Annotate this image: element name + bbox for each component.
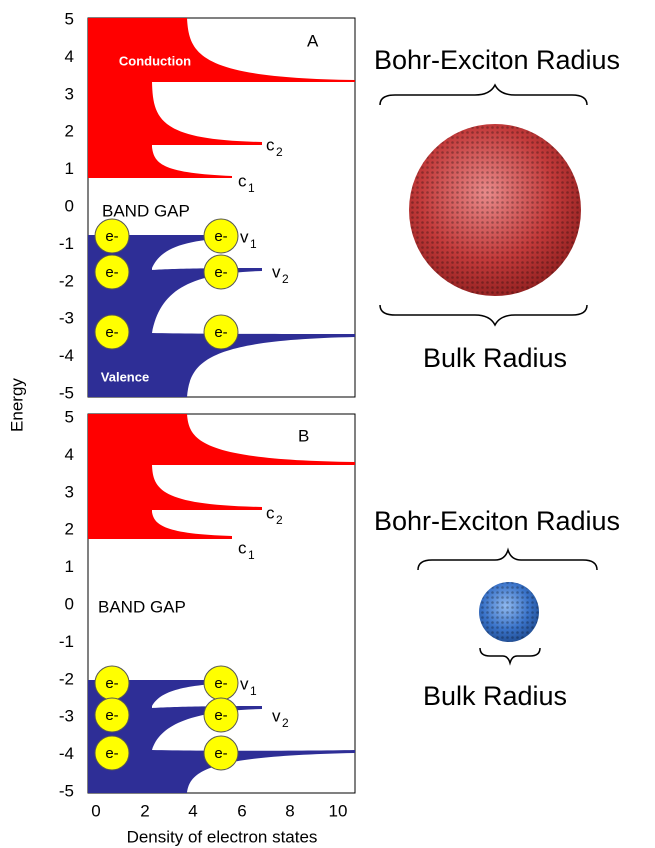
x-tick-label: 4 xyxy=(188,801,197,820)
electron-label: e- xyxy=(105,707,118,724)
level-subscript: 2 xyxy=(276,145,283,159)
level-label: v xyxy=(272,706,281,725)
y-tick-label: 2 xyxy=(65,122,74,141)
level-label: c xyxy=(238,171,247,190)
band-gap-label: BAND GAP xyxy=(102,201,190,220)
band-label: Valence xyxy=(101,369,149,384)
level-subscript: 1 xyxy=(248,181,255,195)
y-tick-label: -1 xyxy=(59,234,74,253)
panel-letter: A xyxy=(307,31,319,50)
sphere-texture xyxy=(409,124,581,296)
y-axis-label: Energy xyxy=(7,378,26,432)
y-tick-label: -3 xyxy=(59,707,74,726)
level-label: c xyxy=(238,538,247,557)
bulk-radius-label: Bulk Radius xyxy=(423,343,567,373)
level-subscript: 2 xyxy=(282,272,289,286)
y-tick-label: -4 xyxy=(59,346,74,365)
y-tick-label: 3 xyxy=(65,482,74,501)
electron-label: e- xyxy=(105,228,118,245)
electron-label: e- xyxy=(214,707,227,724)
y-tick-label: -2 xyxy=(59,271,74,290)
y-tick-label: -1 xyxy=(59,632,74,651)
y-tick-label: -5 xyxy=(59,383,74,402)
level-subscript: 1 xyxy=(248,548,255,562)
y-tick-label: 3 xyxy=(65,84,74,103)
brace xyxy=(380,305,587,325)
x-tick-label: 8 xyxy=(285,801,294,820)
brace xyxy=(480,648,540,663)
y-tick-label: 4 xyxy=(65,47,74,66)
y-tick-label: 5 xyxy=(65,9,74,28)
bohr-exciton-label: Bohr-Exciton Radius xyxy=(374,45,620,75)
band-gap-label: BAND GAP xyxy=(98,597,186,616)
electron-label: e- xyxy=(214,675,227,692)
level-subscript: 1 xyxy=(250,237,257,251)
level-label: c xyxy=(266,503,275,522)
x-tick-label: 0 xyxy=(91,801,100,820)
level-label: v xyxy=(240,227,249,246)
y-tick-label: 0 xyxy=(65,594,74,613)
brace xyxy=(380,85,587,105)
electron-label: e- xyxy=(105,324,118,341)
level-label: v xyxy=(240,674,249,693)
y-tick-label: 1 xyxy=(65,159,74,178)
electron-label: e- xyxy=(214,324,227,341)
electron-label: e- xyxy=(214,745,227,762)
electron-label: e- xyxy=(214,264,227,281)
level-subscript: 1 xyxy=(250,684,257,698)
brace xyxy=(418,550,597,570)
y-tick-label: -5 xyxy=(59,781,74,800)
y-tick-label: -2 xyxy=(59,669,74,688)
level-label: c xyxy=(266,135,275,154)
x-tick-label: 2 xyxy=(140,801,149,820)
y-tick-label: -4 xyxy=(59,744,74,763)
x-tick-label: 10 xyxy=(329,801,348,820)
level-label: v xyxy=(272,262,281,281)
level-subscript: 2 xyxy=(276,513,283,527)
bulk-radius-label: Bulk Radius xyxy=(423,681,567,711)
level-subscript: 2 xyxy=(282,716,289,730)
bohr-exciton-label: Bohr-Exciton Radius xyxy=(374,506,620,536)
y-tick-label: 1 xyxy=(65,557,74,576)
electron-label: e- xyxy=(105,745,118,762)
electron-label: e- xyxy=(105,675,118,692)
band-label: Conduction xyxy=(119,53,191,68)
x-tick-label: 6 xyxy=(237,801,246,820)
y-tick-label: 0 xyxy=(65,196,74,215)
sphere-texture xyxy=(479,582,539,642)
panel-letter: B xyxy=(298,426,309,445)
electron-label: e- xyxy=(214,228,227,245)
y-tick-label: 5 xyxy=(65,407,74,426)
x-axis-label: Density of electron states xyxy=(127,827,318,846)
figure: Energy Density of electron states 0 2 4 6 8 1… xyxy=(0,0,655,848)
y-tick-label: -3 xyxy=(59,309,74,328)
y-tick-label: 4 xyxy=(65,445,74,464)
electron-label: e- xyxy=(105,264,118,281)
y-tick-label: 2 xyxy=(65,520,74,539)
